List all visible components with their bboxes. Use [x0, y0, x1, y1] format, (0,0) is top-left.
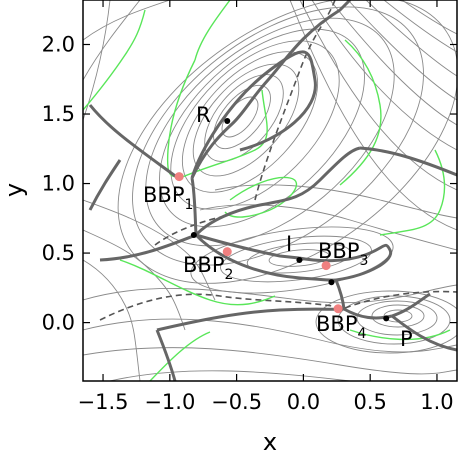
x-tick-label: 0.0 [287, 390, 320, 414]
stationary-points [190, 117, 390, 322]
y-tick-label: 1.0 [42, 172, 75, 196]
bbp-point-3 [321, 261, 331, 271]
point-annotations: R I P BBP1 BBP2 BBP3 BBP4 [143, 103, 413, 351]
y-axis: 0.0 0.5 1.0 1.5 2.0 [42, 32, 457, 335]
label-BBP2: BBP2 [183, 253, 233, 283]
x-tick-label: −0.5 [211, 390, 262, 414]
bbp-point-4 [333, 304, 343, 314]
bbp-points [174, 172, 343, 314]
label-BBP3-main: BBP [318, 239, 359, 263]
label-BBP3: BBP3 [318, 239, 368, 269]
label-BBP2-sub: 2 [224, 267, 233, 283]
thick-paths [88, 0, 457, 381]
x-tick-label: −1.5 [78, 390, 129, 414]
label-R: R [196, 103, 211, 127]
x-axis: −1.5 −1.0 −0.5 0.0 0.5 1.0 [78, 0, 454, 414]
label-P: P [400, 327, 413, 351]
label-BBP1-main: BBP [143, 183, 184, 207]
label-I: I [286, 232, 292, 256]
stationary-point-P [383, 315, 390, 322]
y-tick-label: 0.5 [42, 241, 75, 265]
contour-lines [83, 0, 457, 381]
label-BBP4: BBP4 [316, 312, 366, 342]
stationary-point-R [224, 117, 231, 124]
label-BBP3-sub: 3 [359, 253, 368, 269]
y-axis-label: y [0, 183, 28, 197]
bbp-point-2 [222, 247, 232, 257]
y-tick-label: 2.0 [42, 32, 75, 56]
x-axis-label: x [263, 428, 277, 456]
x-tick-label: 1.0 [420, 390, 453, 414]
stationary-point-saddle-4 [328, 279, 335, 286]
label-BBP4-sub: 4 [357, 326, 366, 342]
label-BBP4-main: BBP [316, 312, 357, 336]
bbp-point-1 [174, 172, 184, 182]
x-tick-label: −1.0 [144, 390, 195, 414]
stationary-point-I [296, 257, 303, 264]
label-BBP1-sub: 1 [184, 197, 193, 213]
plot-frame [82, 0, 458, 382]
x-tick-label: 0.5 [353, 390, 386, 414]
label-BBP2-main: BBP [183, 253, 224, 277]
stationary-point-saddle-3 [190, 231, 197, 238]
y-tick-label: 0.0 [42, 311, 75, 335]
label-BBP1: BBP1 [143, 183, 193, 213]
y-tick-label: 1.5 [42, 102, 75, 126]
